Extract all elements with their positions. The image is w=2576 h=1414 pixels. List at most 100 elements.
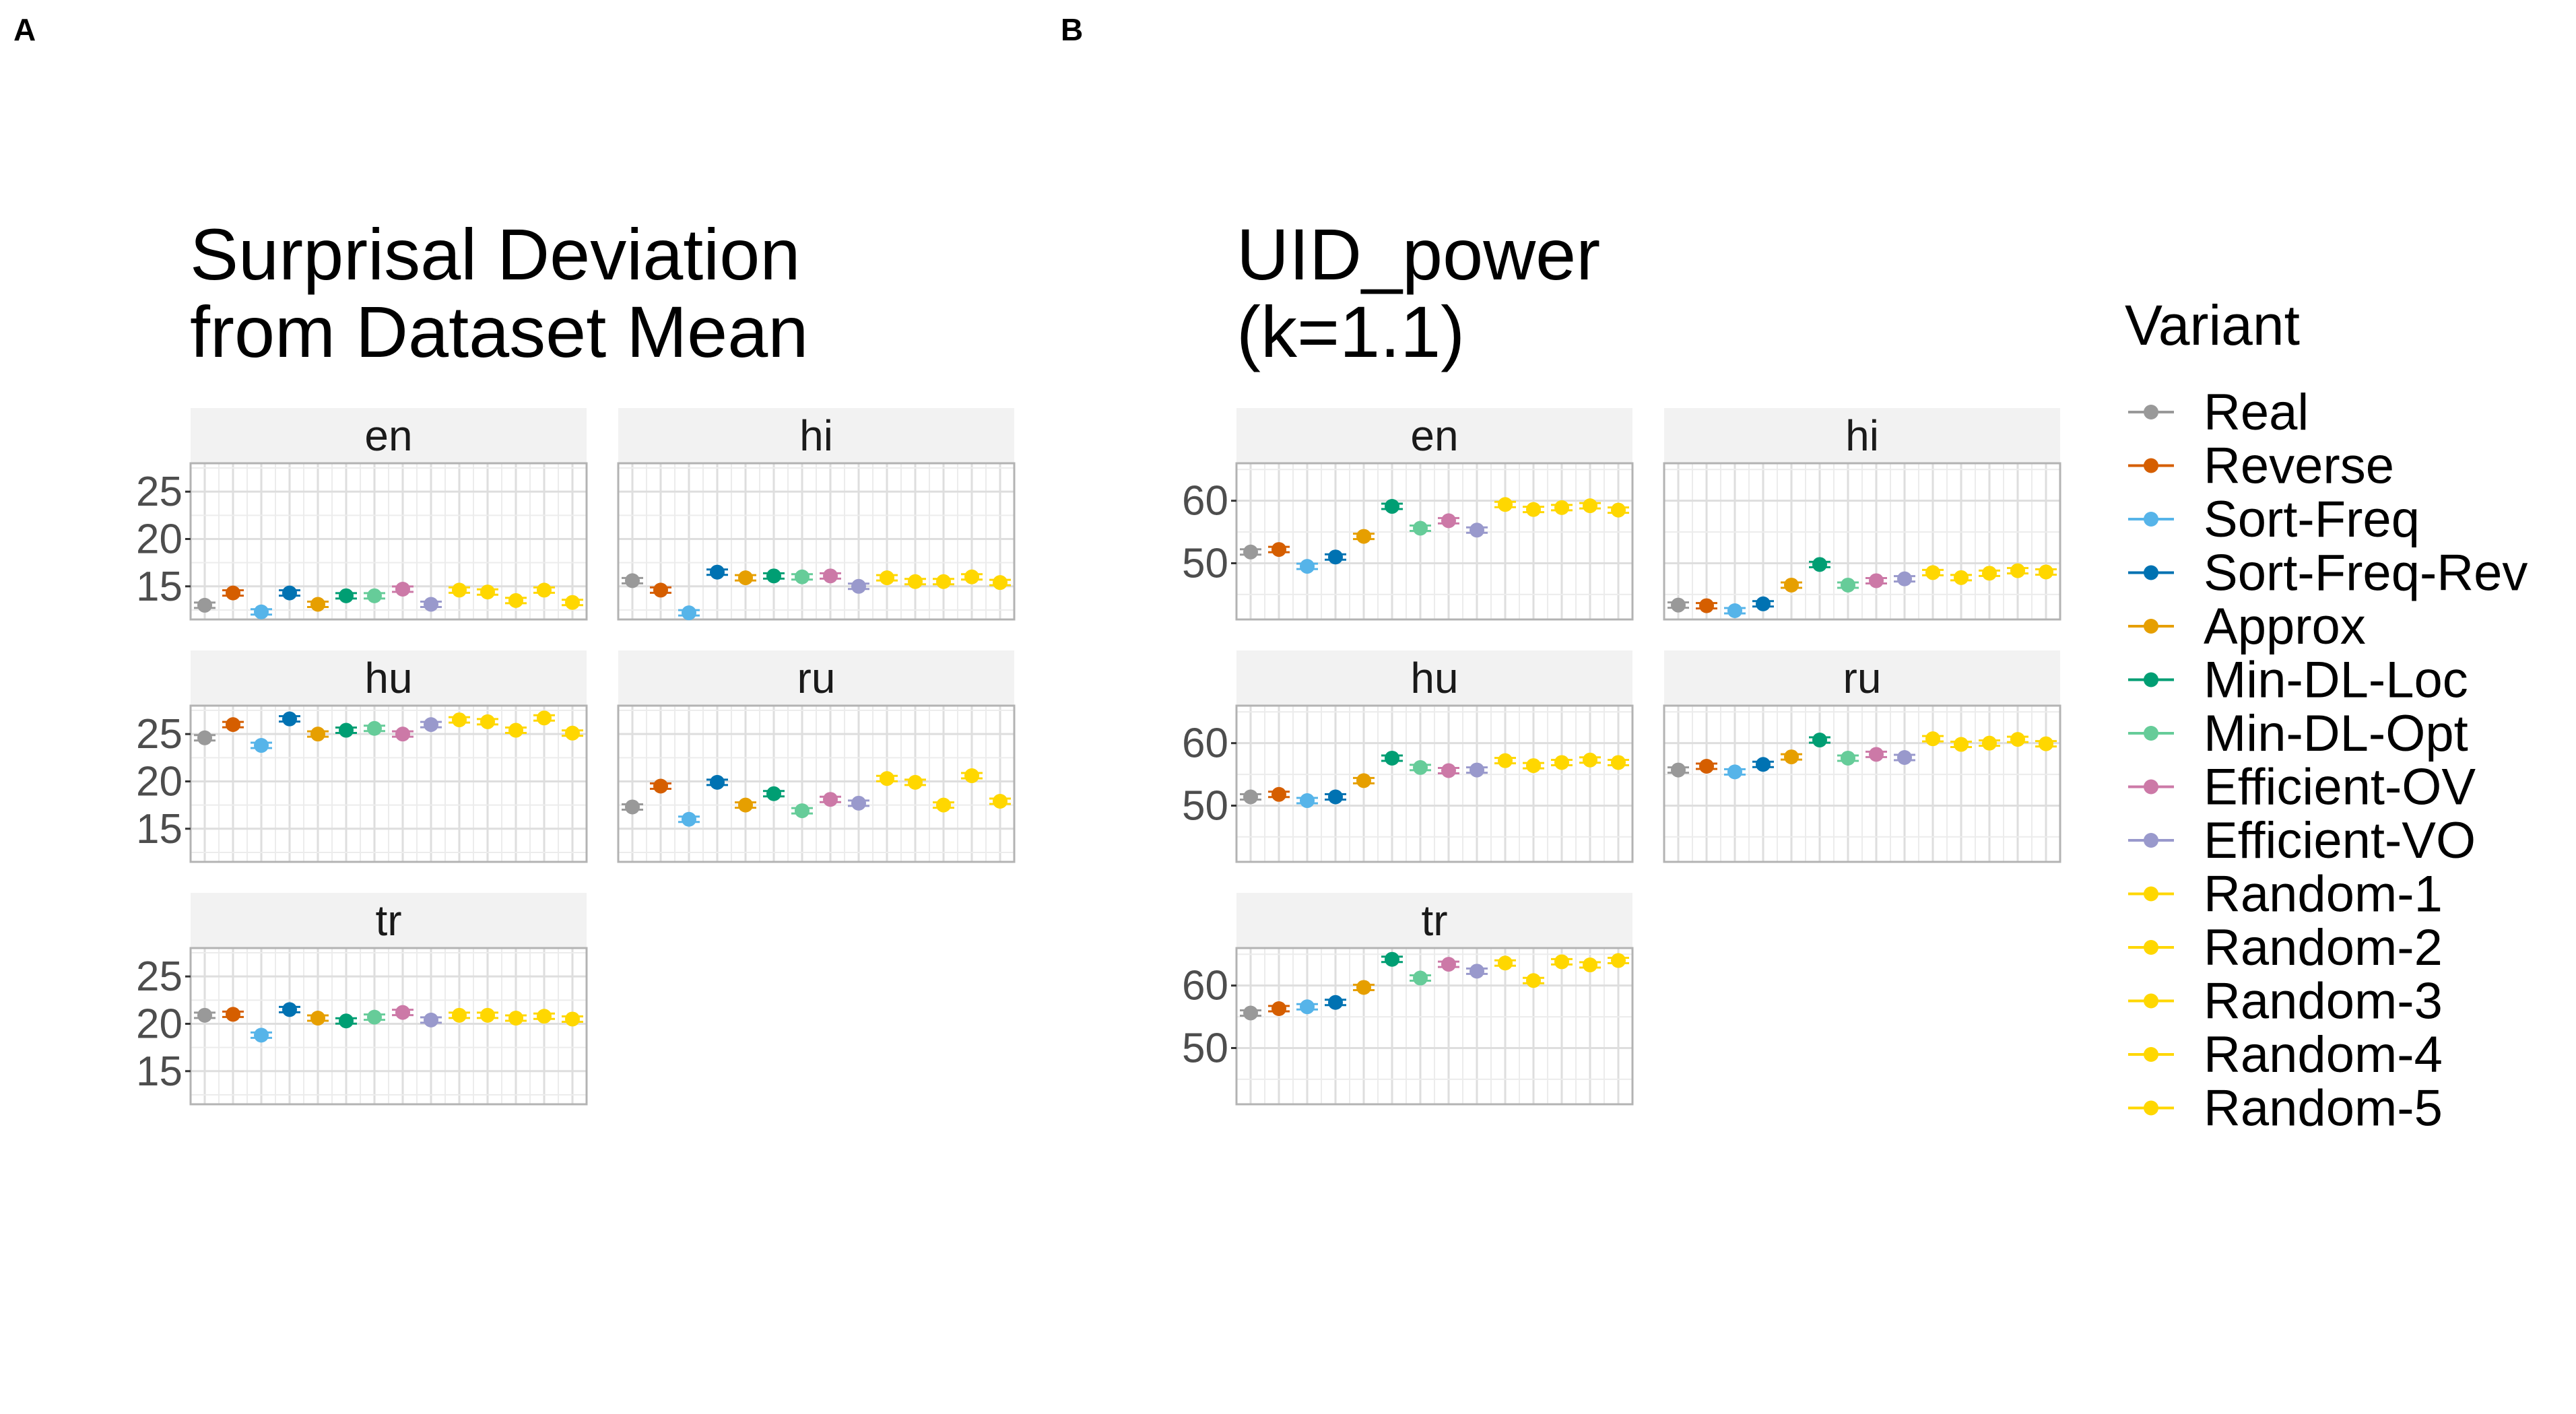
data-point — [1441, 513, 1456, 529]
data-point — [367, 720, 382, 736]
data-point — [1498, 497, 1513, 512]
facet-strip-label: hi — [1845, 411, 1879, 460]
y-tick-label: 15 — [136, 1048, 183, 1095]
legend-label: Random-1 — [2204, 866, 2443, 923]
y-tick-label: 20 — [136, 1001, 183, 1047]
data-point — [1727, 764, 1742, 780]
data-point — [1841, 577, 1855, 593]
data-point — [1812, 733, 1827, 748]
data-point — [226, 1007, 240, 1022]
data-point — [1982, 735, 1997, 751]
data-point — [993, 794, 1008, 809]
legend-item: Random-2 — [2128, 919, 2443, 976]
data-point — [424, 1012, 438, 1028]
chart-b-title-line-2: (k=1.1) — [1236, 291, 1465, 372]
data-point — [508, 1011, 523, 1026]
data-point — [2010, 732, 2025, 747]
data-point — [424, 717, 438, 733]
data-point — [738, 797, 753, 813]
facet-strip-label: ru — [797, 654, 836, 702]
facet-strip — [1664, 408, 2060, 463]
data-point — [1982, 566, 1997, 581]
facet-strip-label: hi — [799, 411, 833, 460]
legend-item: Sort-Freq-Rev — [2128, 545, 2528, 602]
data-point — [1611, 502, 1626, 518]
data-point — [682, 811, 696, 827]
legend-item: Approx — [2128, 598, 2366, 655]
data-point — [537, 710, 552, 726]
facet-border — [189, 462, 588, 621]
data-point — [508, 722, 523, 738]
chart-a-title-line-1: Surprisal Deviation — [190, 213, 800, 295]
facet-border — [1663, 462, 2061, 621]
data-point — [1869, 747, 1884, 762]
facet-strip — [618, 408, 1014, 463]
legend-item: Sort-Freq — [2128, 491, 2420, 548]
data-point — [254, 738, 269, 753]
data-point — [2010, 563, 2025, 578]
facet-strip — [618, 650, 1014, 706]
data-point — [1272, 1001, 1286, 1017]
legend-item: Random-4 — [2128, 1026, 2443, 1083]
legend-key-point — [2144, 833, 2158, 848]
data-point — [1328, 549, 1343, 565]
data-point — [1328, 789, 1343, 805]
data-point — [1413, 520, 1428, 536]
data-point — [1300, 793, 1315, 809]
legend-label: Random-5 — [2204, 1080, 2443, 1137]
data-point — [1441, 957, 1456, 972]
data-point — [452, 1007, 467, 1023]
facet-ru: ru — [617, 650, 1016, 863]
data-point — [2039, 736, 2053, 751]
facet-strip — [1236, 893, 1632, 948]
facet-hi: hi — [617, 408, 1016, 621]
data-point — [1356, 773, 1371, 788]
data-point — [936, 797, 951, 813]
facet-strip — [191, 893, 587, 948]
data-point — [1385, 499, 1399, 514]
facet-strip-label: ru — [1843, 654, 1882, 702]
data-point — [1356, 980, 1371, 995]
data-point — [1812, 557, 1827, 572]
data-point — [1243, 1005, 1258, 1021]
data-point — [1498, 753, 1513, 768]
data-point — [1671, 597, 1686, 613]
legend: Variant RealReverseSort-FreqSort-Freq-Re… — [2125, 294, 2528, 1137]
data-point — [537, 582, 552, 598]
y-tick-label: 50 — [1182, 540, 1228, 586]
chart-a-title-line-2: from Dataset Mean — [190, 291, 808, 372]
data-point — [537, 1009, 552, 1024]
data-point — [1272, 542, 1286, 558]
legend-key-point — [2144, 940, 2158, 955]
facet-en: en 50 60 — [1182, 408, 1634, 621]
data-point — [1413, 970, 1428, 986]
data-point — [1526, 973, 1541, 988]
data-point — [964, 569, 979, 584]
legend-label: Sort-Freq — [2204, 491, 2420, 548]
data-point — [282, 1002, 297, 1017]
data-point — [310, 727, 325, 742]
data-point — [1671, 762, 1686, 778]
data-point — [1897, 750, 1912, 766]
data-point — [480, 714, 495, 729]
data-point — [653, 778, 668, 794]
chart-b-facets: en 50 60 hi hu 50 60 ru tr 50 60 — [1182, 408, 2061, 1106]
facet-strip-label: tr — [1421, 896, 1447, 945]
data-point — [682, 605, 696, 621]
y-tick-label: 25 — [136, 953, 183, 1000]
legend-label: Reverse — [2204, 438, 2394, 495]
legend-label: Efficient-OV — [2204, 759, 2476, 816]
legend-title: Variant — [2125, 294, 2300, 357]
data-point — [710, 564, 725, 580]
chart-b: UID_power (k=1.1) en 50 60 hi hu 50 60 ru tr 50 60 — [1182, 213, 2061, 1106]
legend-item: Efficient-OV — [2128, 759, 2476, 816]
data-point — [795, 803, 810, 819]
data-point — [653, 582, 668, 598]
data-point — [1611, 755, 1626, 770]
facet-border — [1235, 462, 1634, 621]
data-point — [367, 1009, 382, 1025]
facet-strip-label: en — [364, 411, 412, 460]
data-point — [1554, 500, 1569, 515]
